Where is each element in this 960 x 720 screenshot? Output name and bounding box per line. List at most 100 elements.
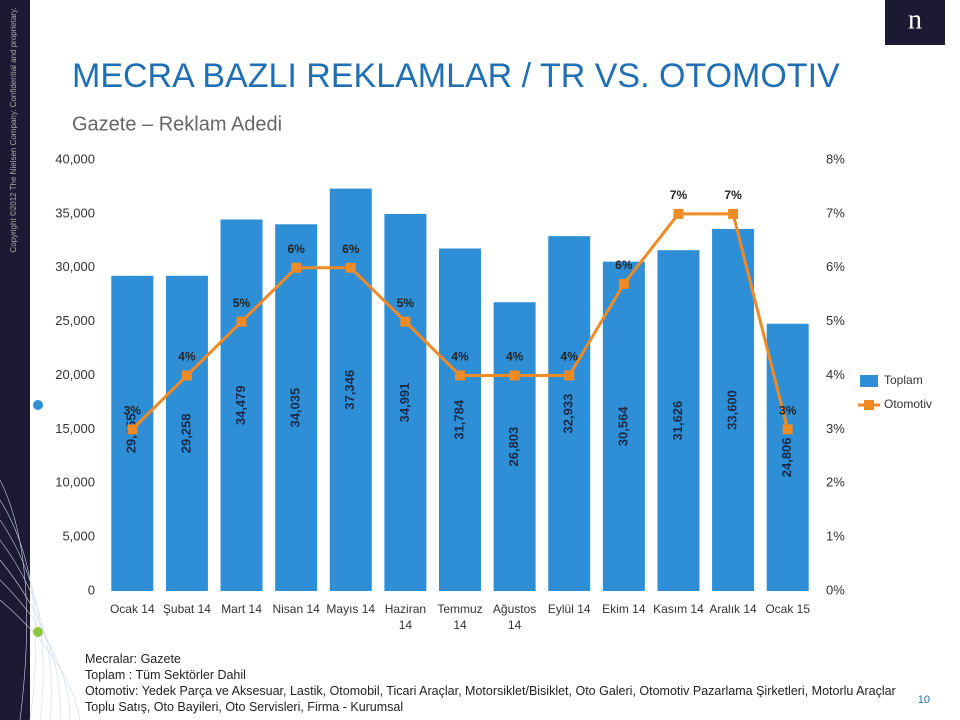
logo: n [908,4,922,35]
bar-value-label: 26,803 [506,427,521,467]
x-tick-label: Temmuz 14 [437,602,483,632]
bar-value-label: 24,806 [779,437,794,477]
bar [602,261,645,591]
line-value-label: 4% [451,350,469,364]
bar [548,236,591,592]
x-tick-label: Ocak 14 [109,602,155,616]
bar-value-label: 31,626 [670,401,685,441]
bar [165,275,208,591]
bar [329,188,372,591]
line-value-label: 5% [397,296,415,310]
x-tick-label: Ağustos 14 [492,602,537,632]
line-value-label: 6% [615,258,633,272]
line-marker [455,370,465,381]
x-tick-label: Aralık 14 [709,602,757,616]
footnote: Mecralar: Gazete [85,652,181,666]
y2-tick-label: 6% [826,259,845,274]
line-value-label: 6% [287,242,305,256]
legend-swatch [860,375,878,387]
line-marker [564,370,575,381]
line-value-label: 5% [233,296,251,310]
line-value-label: 7% [724,188,742,202]
line-marker [127,424,138,435]
legend-label: Toplam [884,373,923,387]
line-value-label: 7% [670,188,688,202]
bar-value-label: 31,784 [451,399,466,440]
bar [384,213,427,591]
x-tick-label: Eylül 14 [547,602,591,616]
line-value-label: 4% [561,350,579,364]
line-value-label: 4% [178,350,196,364]
line-marker [673,208,684,219]
line-marker [236,316,247,327]
dot [33,400,43,410]
line-marker [345,262,356,273]
y2-tick-label: 1% [826,529,845,544]
line-value-label: 6% [342,242,360,256]
line-value-label: 4% [506,350,524,364]
bar-value-label: 33,600 [725,390,740,430]
side-strip [0,0,30,720]
y2-tick-label: 2% [826,475,845,490]
line-value-label: 3% [779,404,797,418]
x-tick-label: Şubat 14 [162,602,211,616]
y-tick-label: 30,000 [55,259,95,274]
y-tick-label: 25,000 [55,313,95,328]
x-tick-label: Mart 14 [221,602,262,616]
y2-tick-label: 4% [826,367,845,382]
subtitle: Gazete – Reklam Adedi [72,113,282,135]
x-tick-label: Ocak 15 [765,602,811,616]
bar-value-label: 37,346 [342,370,357,410]
y-tick-label: 20,000 [55,367,95,382]
bar [275,224,318,591]
legend-label: Otomotiv [884,397,932,411]
bar-value-label: 32,933 [561,394,576,434]
y2-tick-label: 3% [826,421,845,436]
y2-tick-label: 7% [826,205,845,220]
x-tick-label: Haziran 14 [384,602,427,632]
y-tick-label: 5,000 [62,529,95,544]
bar-value-label: 34,479 [233,385,248,425]
y-tick-label: 15,000 [55,421,95,436]
bar-value-label: 34,035 [288,388,303,428]
dot [33,627,43,637]
bar-value-label: 30,564 [615,406,630,447]
y2-tick-label: 5% [826,313,845,328]
y-tick-label: 10,000 [55,475,95,490]
footnote: Toplam : Tüm Sektörler Dahil [85,668,246,682]
line-marker [618,278,629,289]
bar [493,302,536,591]
bar [712,228,755,591]
footnote: Otomotiv: Yedek Parça ve Aksesuar, Lasti… [85,684,896,698]
legend-swatch [864,400,874,410]
y-tick-label: 40,000 [55,151,95,166]
logo-box [885,0,945,45]
x-tick-label: Mayıs 14 [326,602,376,616]
y-tick-label: 35,000 [55,205,95,220]
bar-value-label: 34,991 [397,383,412,423]
copyright: Copyright ©2012 The Nielsen Company. Con… [9,7,18,252]
y2-tick-label: 8% [826,151,845,166]
bar-value-label: 29,258 [178,413,193,453]
x-tick-label: Nisan 14 [272,602,320,616]
line-value-label: 3% [124,404,142,418]
y-tick-label: 0 [88,582,95,597]
page-number: 10 [918,694,930,706]
x-tick-label: Kasım 14 [653,602,704,616]
line-marker [291,262,302,273]
decoration [0,479,81,720]
line-marker [509,370,520,381]
line-marker [728,208,739,219]
line-marker [782,424,793,435]
title: MECRA BAZLI REKLAMLAR / TR VS. OTOMOTIV [72,57,840,95]
bar [439,248,481,591]
y2-tick-label: 0% [826,582,845,597]
footnote: Toplu Satış, Oto Bayileri, Oto Servisler… [85,700,404,714]
bar [657,250,700,591]
line-marker [181,370,192,381]
x-tick-label: Ekim 14 [602,602,646,616]
bar [220,219,263,591]
line-marker [400,316,411,327]
